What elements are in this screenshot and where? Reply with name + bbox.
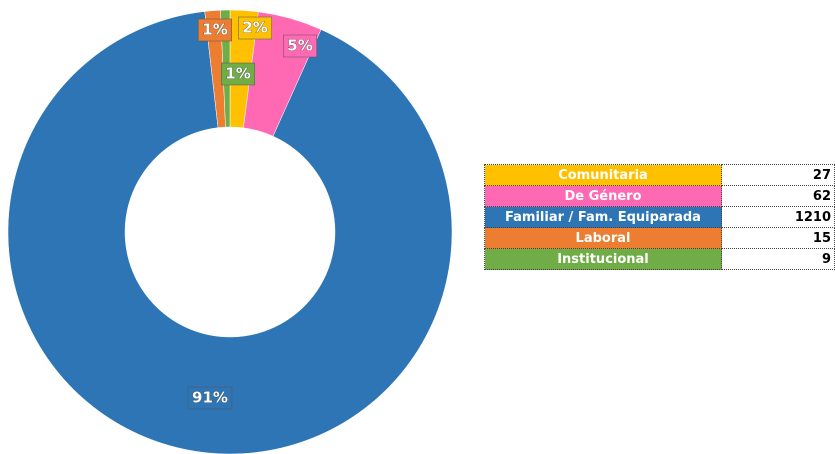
data-label-text: 5% (287, 37, 312, 55)
data-label-text: 1% (202, 21, 227, 39)
data-label-box (283, 34, 317, 58)
legend-value: 15 (721, 227, 835, 249)
data-label: 91% (187, 386, 233, 410)
legend-table: Comunitaria 27 De Género 62 Familiar / Fam. … (484, 164, 835, 270)
legend-label: Laboral (484, 227, 722, 249)
legend-value: 9 (721, 248, 835, 270)
data-label-box (221, 62, 255, 86)
legend-label: Comunitaria (484, 164, 722, 186)
legend-value: 1210 (721, 206, 835, 228)
legend-row: De Género 62 (484, 185, 835, 207)
legend-row: Familiar / Fam. Equiparada 1210 (484, 206, 835, 228)
donut-slice (7, 11, 453, 454)
data-label-text: 2% (242, 19, 267, 37)
legend-label: Institucional (484, 248, 722, 270)
data-label-text: 91% (192, 389, 228, 407)
data-label-box (198, 18, 232, 42)
legend-value: 62 (721, 185, 835, 207)
data-label: 1% (198, 18, 232, 42)
legend-label: Familiar / Fam. Equiparada (484, 206, 722, 228)
legend-row: Laboral 15 (484, 227, 835, 249)
data-label: 1% (221, 62, 255, 86)
legend-row: Institucional 9 (484, 248, 835, 270)
legend-value: 27 (721, 164, 835, 186)
data-label-text: 1% (225, 65, 250, 83)
data-label-box (238, 16, 272, 40)
legend-label: De Género (484, 185, 722, 207)
data-label: 5% (283, 34, 317, 58)
data-label-box (187, 386, 233, 410)
legend-row: Comunitaria 27 (484, 164, 835, 186)
data-label: 2% (238, 16, 272, 40)
